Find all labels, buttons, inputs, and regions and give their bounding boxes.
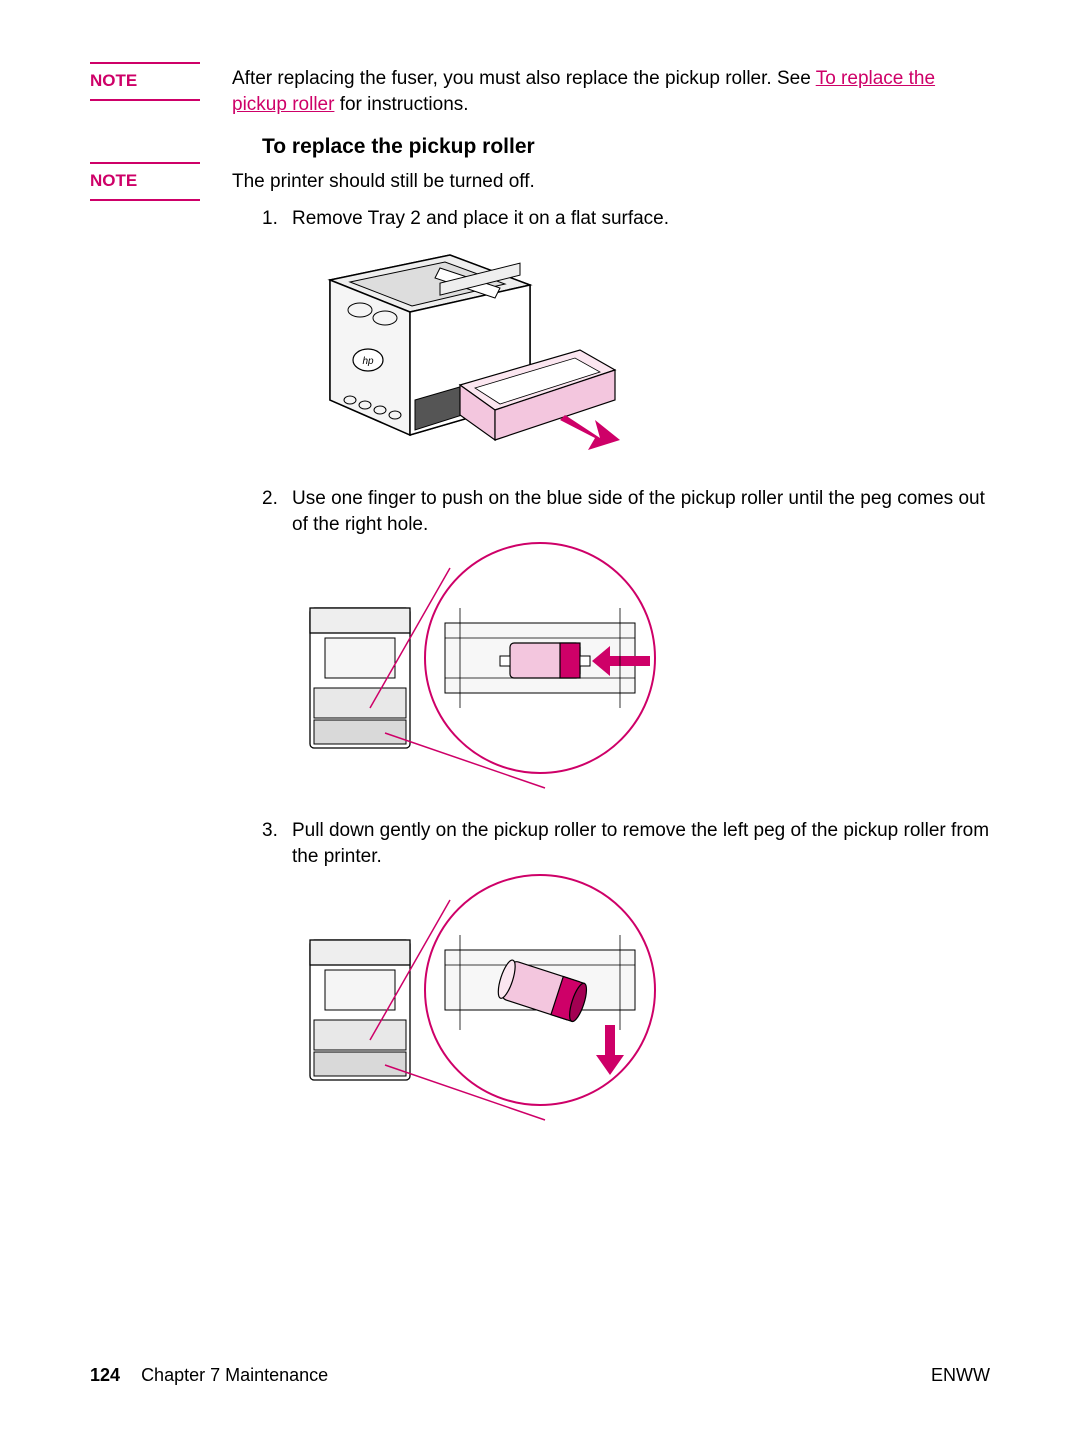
figure-3 xyxy=(300,870,670,1130)
note-label-2: NOTE xyxy=(90,162,200,201)
step-2-num: 2. xyxy=(262,486,292,537)
note1-prefix: After replacing the fuser, you must also… xyxy=(232,68,816,89)
section-heading: To replace the pickup roller xyxy=(262,133,535,161)
figure-1: hp xyxy=(300,240,620,468)
step-3: 3. Pull down gently on the pickup roller… xyxy=(262,818,990,869)
note1-suffix: for instructions. xyxy=(334,94,468,115)
svg-text:hp: hp xyxy=(362,356,374,367)
note-2-text-block: The printer should still be turned off. xyxy=(232,169,990,195)
step-3-num: 3. xyxy=(262,818,292,869)
printer-tray-diagram-icon: hp xyxy=(300,240,620,468)
roller-pull-diagram-icon xyxy=(300,870,670,1130)
step-1-num: 1. xyxy=(262,206,292,232)
step-2: 2. Use one finger to push on the blue si… xyxy=(262,486,990,537)
manual-page: NOTE After replacing the fuser, you must… xyxy=(0,0,1080,1437)
footer-left: 124 Chapter 7 Maintenance xyxy=(90,1363,328,1387)
note-label-1-text: NOTE xyxy=(90,71,137,90)
step-1: 1. Remove Tray 2 and place it on a flat … xyxy=(262,206,990,232)
step-2-text: Use one finger to push on the blue side … xyxy=(292,486,990,537)
chapter-label: Chapter 7 Maintenance xyxy=(141,1365,328,1385)
note2-text: The printer should still be turned off. xyxy=(232,171,535,192)
note-label-1: NOTE xyxy=(90,62,200,101)
footer-right: ENWW xyxy=(931,1363,990,1387)
page-footer: 124 Chapter 7 Maintenance ENWW xyxy=(90,1363,990,1387)
roller-push-diagram-icon xyxy=(300,538,670,798)
step-1-text: Remove Tray 2 and place it on a flat sur… xyxy=(292,206,990,232)
note-1-text-block: After replacing the fuser, you must also… xyxy=(232,66,990,117)
step-3-text: Pull down gently on the pickup roller to… xyxy=(292,818,990,869)
figure-2 xyxy=(300,538,670,798)
note-label-2-text: NOTE xyxy=(90,171,137,190)
heading-text: To replace the pickup roller xyxy=(262,135,535,158)
page-number: 124 xyxy=(90,1365,120,1385)
